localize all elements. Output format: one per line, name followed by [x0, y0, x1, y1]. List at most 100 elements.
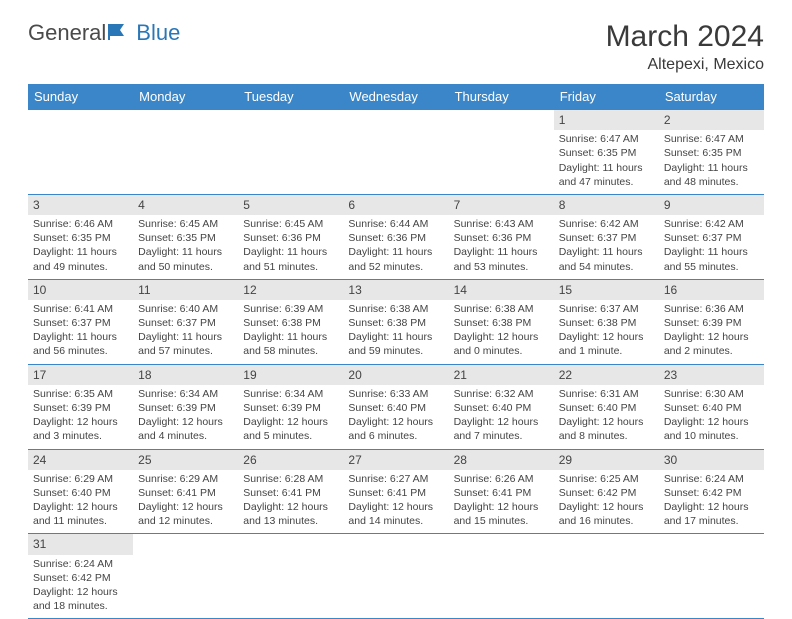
daylight-text: Daylight: 12 hours and 12 minutes.	[138, 500, 233, 528]
day-number: 19	[238, 365, 343, 385]
sunrise-text: Sunrise: 6:46 AM	[33, 217, 128, 231]
calendar-cell: 4Sunrise: 6:45 AMSunset: 6:35 PMDaylight…	[133, 194, 238, 279]
sunset-text: Sunset: 6:40 PM	[664, 401, 759, 415]
sunrise-text: Sunrise: 6:38 AM	[348, 302, 443, 316]
day-number: 21	[449, 365, 554, 385]
daylight-text: Daylight: 12 hours and 16 minutes.	[559, 500, 654, 528]
day-number: 22	[554, 365, 659, 385]
sunrise-text: Sunrise: 6:26 AM	[454, 472, 549, 486]
calendar-cell: .	[28, 110, 133, 195]
calendar-cell: 1Sunrise: 6:47 AMSunset: 6:35 PMDaylight…	[554, 110, 659, 195]
calendar-cell: 6Sunrise: 6:44 AMSunset: 6:36 PMDaylight…	[343, 194, 448, 279]
calendar-cell: .	[238, 534, 343, 619]
calendar-cell: 11 Sunrise: 6:40 AMSunset: 6:37 PMDayligh…	[133, 279, 238, 364]
day-number: 7	[449, 195, 554, 215]
calendar-cell: .	[449, 534, 554, 619]
daylight-text: Daylight: 12 hours and 14 minutes.	[348, 500, 443, 528]
calendar-row: 24Sunrise: 6:29 AMSunset: 6:40 PMDayligh…	[28, 449, 764, 534]
day-number: 12	[238, 280, 343, 300]
calendar-cell: .	[343, 110, 448, 195]
calendar-cell: 26Sunrise: 6:28 AMSunset: 6:41 PMDayligh…	[238, 449, 343, 534]
sunrise-text: Sunrise: 6:25 AM	[559, 472, 654, 486]
day-number: 15	[554, 280, 659, 300]
sunset-text: Sunset: 6:39 PM	[138, 401, 233, 415]
daylight-text: Daylight: 12 hours and 7 minutes.	[454, 415, 549, 443]
calendar-cell: 17Sunrise: 6:35 AMSunset: 6:39 PMDayligh…	[28, 364, 133, 449]
sunrise-text: Sunrise: 6:40 AM	[138, 302, 233, 316]
sunset-text: Sunset: 6:42 PM	[33, 571, 128, 585]
sunset-text: Sunset: 6:41 PM	[138, 486, 233, 500]
sunset-text: Sunset: 6:37 PM	[559, 231, 654, 245]
calendar-row: 3Sunrise: 6:46 AMSunset: 6:35 PMDaylight…	[28, 194, 764, 279]
calendar-cell: .	[449, 110, 554, 195]
daylight-text: Daylight: 12 hours and 3 minutes.	[33, 415, 128, 443]
sunrise-text: Sunrise: 6:33 AM	[348, 387, 443, 401]
sunrise-text: Sunrise: 6:39 AM	[243, 302, 338, 316]
day-number: 11	[133, 280, 238, 300]
calendar-cell: 14Sunrise: 6:38 AMSunset: 6:38 PMDayligh…	[449, 279, 554, 364]
day-number: 16	[659, 280, 764, 300]
calendar-row: 17Sunrise: 6:35 AMSunset: 6:39 PMDayligh…	[28, 364, 764, 449]
daylight-text: Daylight: 12 hours and 15 minutes.	[454, 500, 549, 528]
calendar-cell: 24Sunrise: 6:29 AMSunset: 6:40 PMDayligh…	[28, 449, 133, 534]
day-number: 30	[659, 450, 764, 470]
daylight-text: Daylight: 11 hours and 51 minutes.	[243, 245, 338, 273]
location: Altepexi, Mexico	[606, 56, 764, 74]
daylight-text: Daylight: 12 hours and 10 minutes.	[664, 415, 759, 443]
sunset-text: Sunset: 6:36 PM	[454, 231, 549, 245]
calendar-cell: 25Sunrise: 6:29 AMSunset: 6:41 PMDayligh…	[133, 449, 238, 534]
day-number: 23	[659, 365, 764, 385]
calendar-cell: 15Sunrise: 6:37 AMSunset: 6:38 PMDayligh…	[554, 279, 659, 364]
daylight-text: Daylight: 12 hours and 17 minutes.	[664, 500, 759, 528]
col-saturday: Saturday	[659, 84, 764, 110]
sunset-text: Sunset: 6:40 PM	[559, 401, 654, 415]
sunset-text: Sunset: 6:40 PM	[454, 401, 549, 415]
sunrise-text: Sunrise: 6:35 AM	[33, 387, 128, 401]
day-number: 29	[554, 450, 659, 470]
col-monday: Monday	[133, 84, 238, 110]
sunrise-text: Sunrise: 6:43 AM	[454, 217, 549, 231]
day-number: 20	[343, 365, 448, 385]
daylight-text: Daylight: 12 hours and 6 minutes.	[348, 415, 443, 443]
daylight-text: Daylight: 11 hours and 53 minutes.	[454, 245, 549, 273]
calendar-row: .....1Sunrise: 6:47 AMSunset: 6:35 PMDay…	[28, 110, 764, 195]
daylight-text: Daylight: 11 hours and 59 minutes.	[348, 330, 443, 358]
day-number: 24	[28, 450, 133, 470]
col-sunday: Sunday	[28, 84, 133, 110]
sunset-text: Sunset: 6:42 PM	[559, 486, 654, 500]
daylight-text: Daylight: 12 hours and 13 minutes.	[243, 500, 338, 528]
calendar-cell: 12 Sunrise: 6:39 AMSunset: 6:38 PMDayligh…	[238, 279, 343, 364]
calendar-cell: 31Sunrise: 6:24 AMSunset: 6:42 PMDayligh…	[28, 534, 133, 619]
sunset-text: Sunset: 6:35 PM	[559, 146, 654, 160]
day-number: 5	[238, 195, 343, 215]
sunset-text: Sunset: 6:39 PM	[664, 316, 759, 330]
month-title: March 2024	[606, 20, 764, 54]
day-number: 3	[28, 195, 133, 215]
brand-part1: General	[28, 20, 106, 46]
sunset-text: Sunset: 6:37 PM	[138, 316, 233, 330]
col-tuesday: Tuesday	[238, 84, 343, 110]
daylight-text: Daylight: 11 hours and 49 minutes.	[33, 245, 128, 273]
daylight-text: Daylight: 12 hours and 2 minutes.	[664, 330, 759, 358]
brand-logo: GeneralBlue	[28, 20, 180, 46]
sunrise-text: Sunrise: 6:28 AM	[243, 472, 338, 486]
sunrise-text: Sunrise: 6:36 AM	[664, 302, 759, 316]
daylight-text: Daylight: 12 hours and 1 minute.	[559, 330, 654, 358]
sunrise-text: Sunrise: 6:45 AM	[243, 217, 338, 231]
calendar-cell: 20 Sunrise: 6:33 AMSunset: 6:40 PMDayligh…	[343, 364, 448, 449]
calendar-body: .....1Sunrise: 6:47 AMSunset: 6:35 PMDay…	[28, 110, 764, 619]
sunset-text: Sunset: 6:41 PM	[454, 486, 549, 500]
calendar-cell: 18Sunrise: 6:34 AMSunset: 6:39 PMDayligh…	[133, 364, 238, 449]
calendar-cell: 10Sunrise: 6:41 AMSunset: 6:37 PMDayligh…	[28, 279, 133, 364]
sunset-text: Sunset: 6:42 PM	[664, 486, 759, 500]
sunrise-text: Sunrise: 6:44 AM	[348, 217, 443, 231]
daylight-text: Daylight: 11 hours and 55 minutes.	[664, 245, 759, 273]
calendar-cell: .	[133, 534, 238, 619]
sunrise-text: Sunrise: 6:45 AM	[138, 217, 233, 231]
daylight-text: Daylight: 11 hours and 58 minutes.	[243, 330, 338, 358]
sunset-text: Sunset: 6:38 PM	[243, 316, 338, 330]
daylight-text: Daylight: 11 hours and 57 minutes.	[138, 330, 233, 358]
day-number: 26	[238, 450, 343, 470]
sunrise-text: Sunrise: 6:24 AM	[664, 472, 759, 486]
sunset-text: Sunset: 6:40 PM	[348, 401, 443, 415]
